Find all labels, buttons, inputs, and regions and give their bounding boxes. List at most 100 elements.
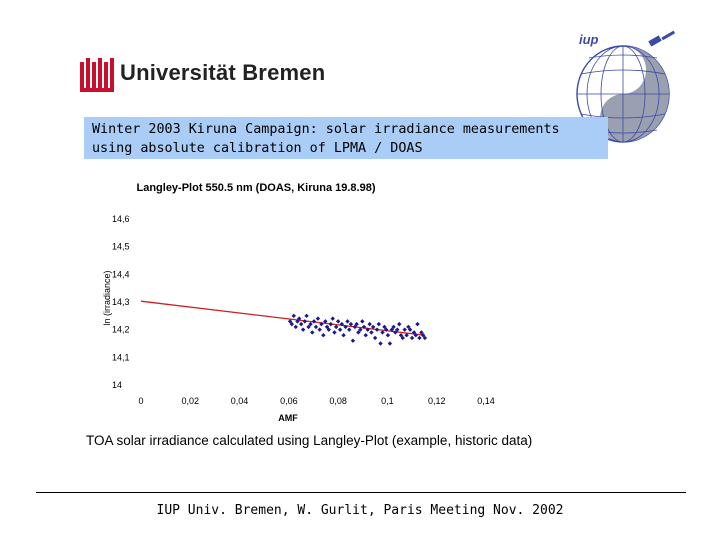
data-point bbox=[335, 319, 341, 324]
data-point bbox=[361, 324, 367, 330]
data-point bbox=[413, 333, 418, 338]
university-name: Universität Bremen bbox=[120, 60, 326, 85]
data-point bbox=[308, 321, 313, 327]
data-point bbox=[352, 324, 358, 330]
y-tick-label: 14,1 bbox=[112, 352, 130, 362]
y-axis-label: ln (irradiance) bbox=[102, 270, 112, 325]
footer-divider bbox=[36, 492, 686, 493]
y-tick-label: 14,6 bbox=[112, 214, 130, 224]
data-point bbox=[291, 313, 296, 319]
data-point bbox=[324, 324, 330, 330]
regression-line bbox=[140, 300, 425, 336]
data-point bbox=[397, 321, 402, 327]
data-point bbox=[415, 321, 420, 327]
x-tick-label: 0 bbox=[138, 396, 143, 406]
data-point bbox=[411, 330, 417, 335]
banner-text: Winter 2003 Kiruna Campaign: solar irrad… bbox=[92, 120, 608, 158]
iup-logo: iup bbox=[576, 30, 676, 143]
x-tick-label: 0,14 bbox=[477, 396, 495, 406]
banner-line-1: Winter 2003 Kiruna Campaign: solar irrad… bbox=[92, 122, 560, 137]
data-point bbox=[420, 333, 426, 338]
footer-text: IUP Univ. Bremen, W. Gurlit, Paris Meeti… bbox=[156, 503, 564, 518]
data-point bbox=[289, 321, 295, 327]
y-tick-label: 14,3 bbox=[112, 297, 130, 307]
banner-line-2: using absolute calibration of LPMA / DOA… bbox=[92, 141, 423, 156]
data-point bbox=[321, 333, 326, 338]
data-point bbox=[293, 324, 298, 330]
x-tick-label: 0,1 bbox=[381, 396, 394, 406]
data-point bbox=[297, 316, 302, 321]
data-point bbox=[300, 327, 306, 332]
data-point bbox=[302, 319, 308, 324]
data-point bbox=[306, 324, 311, 330]
data-point bbox=[332, 330, 337, 335]
data-point bbox=[298, 321, 304, 327]
y-tick-label: 14,2 bbox=[112, 325, 130, 335]
data-point bbox=[358, 327, 363, 332]
x-tick-label: 0,08 bbox=[329, 396, 347, 406]
y-tick-label: 14 bbox=[112, 380, 122, 390]
data-point bbox=[419, 330, 424, 335]
data-point bbox=[317, 327, 322, 332]
data-point bbox=[337, 327, 343, 332]
x-axis-label: AMF bbox=[278, 413, 298, 423]
data-point bbox=[393, 330, 398, 335]
data-point bbox=[339, 321, 345, 327]
data-point bbox=[406, 324, 411, 330]
data-point bbox=[363, 333, 368, 338]
data-point bbox=[310, 330, 315, 335]
data-point bbox=[402, 327, 407, 332]
data-point bbox=[378, 341, 383, 346]
data-point bbox=[341, 333, 346, 338]
data-point bbox=[287, 319, 293, 324]
data-point bbox=[404, 333, 409, 338]
iup-logo-text: iup bbox=[579, 32, 599, 47]
data-point bbox=[343, 324, 348, 330]
data-point bbox=[367, 321, 372, 327]
data-point bbox=[376, 321, 382, 327]
data-point bbox=[382, 324, 387, 330]
data-point bbox=[383, 327, 389, 332]
figure-caption: TOA solar irradiance calculated using La… bbox=[86, 433, 533, 448]
data-point bbox=[313, 324, 319, 330]
data-point bbox=[348, 321, 354, 327]
data-point bbox=[315, 316, 321, 321]
data-point bbox=[330, 316, 335, 321]
data-point bbox=[323, 319, 328, 324]
data-point bbox=[374, 327, 380, 332]
data-point bbox=[333, 324, 339, 330]
data-point bbox=[407, 327, 413, 332]
data-point bbox=[372, 335, 378, 341]
chart-title: Langley-Plot 550.5 nm (DOAS, Kiruna 19.8… bbox=[136, 182, 375, 194]
data-point bbox=[398, 333, 404, 338]
data-point bbox=[385, 333, 391, 338]
data-point bbox=[347, 327, 352, 332]
data-point bbox=[370, 324, 376, 330]
x-tick-label: 0,04 bbox=[231, 396, 249, 406]
title-banner bbox=[84, 117, 608, 159]
data-point bbox=[380, 330, 385, 335]
langley-plot-chart: Langley-Plot 550.5 nm (DOAS, Kiruna 19.8… bbox=[102, 182, 495, 423]
x-tick-label: 0,06 bbox=[280, 396, 298, 406]
data-point bbox=[365, 327, 370, 332]
data-point bbox=[409, 335, 415, 341]
data-point bbox=[400, 335, 405, 341]
data-point bbox=[422, 335, 428, 341]
y-tick-label: 14,4 bbox=[112, 269, 130, 279]
data-point bbox=[395, 327, 400, 332]
data-point bbox=[326, 327, 331, 332]
x-tick-label: 0,12 bbox=[428, 396, 446, 406]
data-point bbox=[350, 338, 356, 343]
data-point bbox=[356, 330, 361, 335]
data-point bbox=[304, 313, 309, 319]
data-point bbox=[391, 324, 396, 330]
y-tick-label: 14,5 bbox=[112, 242, 130, 252]
data-point bbox=[387, 341, 393, 346]
data-point bbox=[417, 335, 422, 341]
data-point bbox=[328, 321, 333, 327]
data-point bbox=[360, 319, 365, 324]
data-point bbox=[369, 330, 374, 335]
x-tick-label: 0,02 bbox=[182, 396, 200, 406]
data-point bbox=[311, 319, 317, 324]
data-point bbox=[345, 319, 350, 324]
